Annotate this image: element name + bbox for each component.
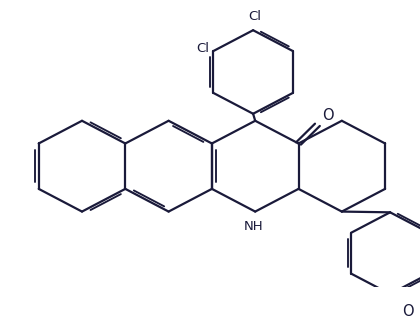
Text: O: O (323, 108, 334, 123)
Text: NH: NH (243, 220, 263, 233)
Text: Cl: Cl (196, 42, 209, 55)
Text: O: O (402, 304, 414, 316)
Text: Cl: Cl (249, 10, 262, 23)
